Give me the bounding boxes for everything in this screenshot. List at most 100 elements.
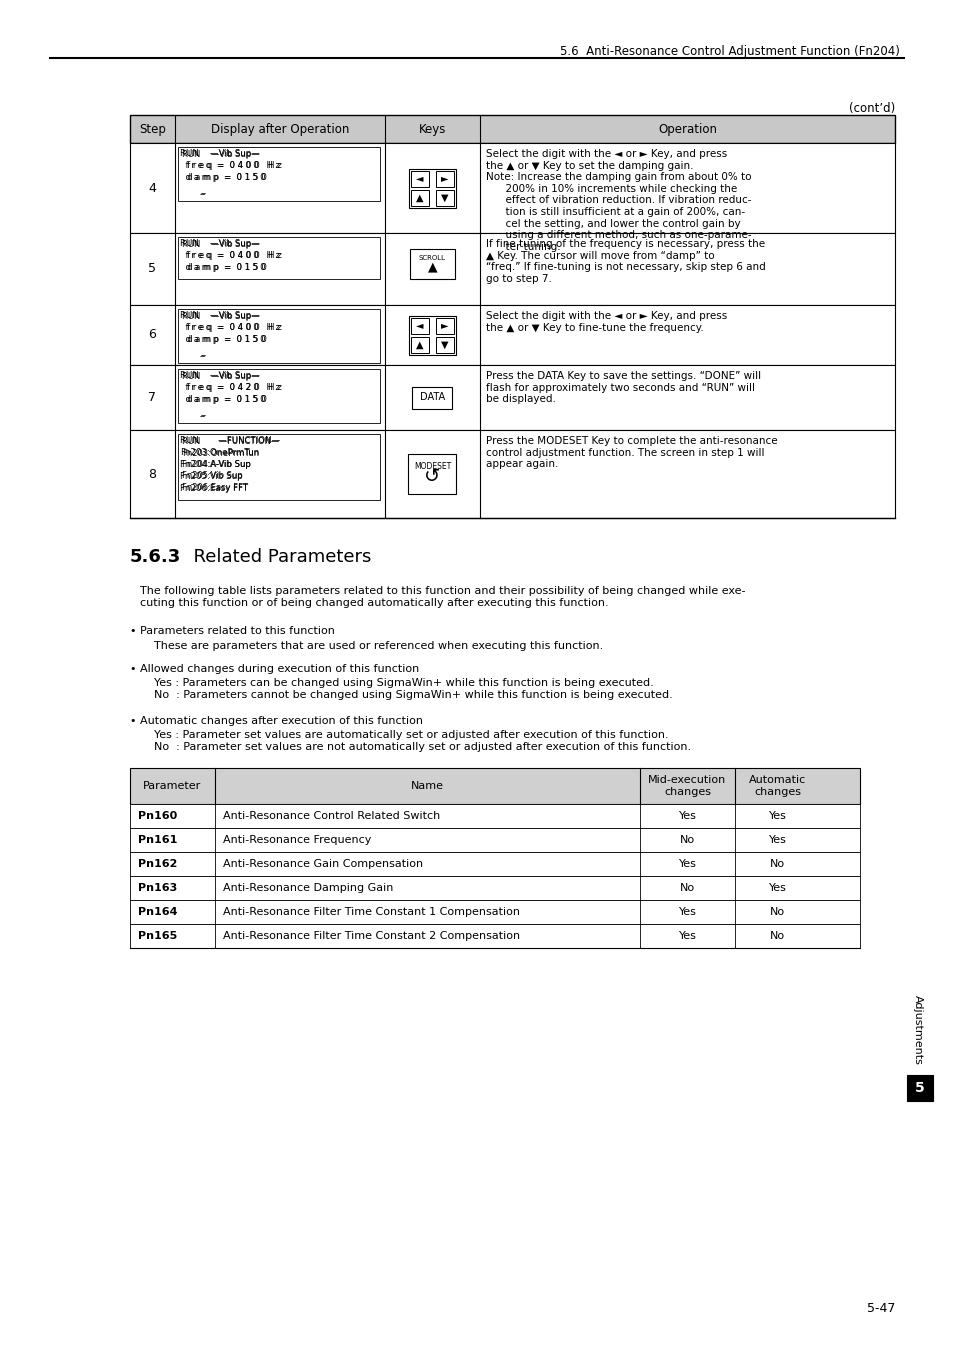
Text: RUN    —Vib Sup—: RUN —Vib Sup— [182,373,259,381]
Text: These are parameters that are used or referenced when executing this function.: These are parameters that are used or re… [140,641,602,651]
Text: ◄: ◄ [416,174,423,184]
Text: Display after Operation: Display after Operation [211,123,349,135]
Bar [411,317,429,333]
Bar [130,805,859,828]
Text: ̲: ̲ [182,185,206,193]
Text: Parameter: Parameter [143,782,201,791]
Bar [130,852,859,876]
Text: The following table lists parameters related to this function and their possibil: The following table lists parameters rel… [140,586,744,608]
Text: Yes: Yes [768,811,785,821]
Bar [178,309,379,363]
Text: f r e q  =  0 4 0 0   H z: f r e q = 0 4 0 0 H z [182,324,279,332]
Text: 5-47: 5-47 [865,1301,894,1315]
Text: ̲: ̲ [182,406,206,416]
Text: Anti-Resonance Control Related Switch: Anti-Resonance Control Related Switch [223,811,439,821]
Text: ̲: ̲ [180,347,205,356]
Text: Yes : Parameters can be changed using SigmaWin+ while this function is being exe: Yes : Parameters can be changed using Si… [140,678,672,699]
Text: ▼: ▼ [441,193,448,202]
Text: d a m p  =  0 1 5 0: d a m p = 0 1 5 0 [180,173,267,182]
Text: No: No [769,859,784,869]
Text: Related Parameters: Related Parameters [182,548,371,566]
Text: d a m p  =  0 1 5 0: d a m p = 0 1 5 0 [180,396,267,404]
Bar [130,234,894,305]
Text: If fine tuning of the frequency is necessary, press the
▲ Key. The cursor will m: If fine tuning of the frequency is neces… [485,239,765,284]
Text: RUN       —FUNCTION—: RUN —FUNCTION— [180,436,280,446]
Bar [409,169,456,208]
Text: Pn163: Pn163 [138,883,177,892]
Text: RUN    —Vib Sup—: RUN —Vib Sup— [180,239,259,248]
Bar [436,336,454,352]
Text: Yes: Yes [678,859,696,869]
Text: (cont’d): (cont’d) [848,103,894,115]
Text: Anti-Resonance Damping Gain: Anti-Resonance Damping Gain [223,883,393,892]
Bar [412,386,452,409]
Text: 7: 7 [149,392,156,404]
Text: Select the digit with the ◄ or ► Key, and press
the ▲ or ▼ Key to fine-tune the : Select the digit with the ◄ or ► Key, an… [485,310,726,332]
Text: Step: Step [139,123,166,135]
Text: Mid-execution
changes: Mid-execution changes [648,775,726,796]
Text: ◄: ◄ [416,320,423,331]
Bar [411,336,429,352]
Bar [178,369,379,423]
Bar [130,768,859,805]
Text: ►: ► [441,320,448,331]
Bar [436,189,454,205]
Text: f r e q  =  0 4 2 0   H z: f r e q = 0 4 2 0 H z [182,383,279,393]
Bar [410,248,455,279]
Text: RUN       —FUNCTION—: RUN —FUNCTION— [182,437,279,446]
Text: • Parameters related to this function: • Parameters related to this function [130,626,335,636]
Text: Anti-Resonance Gain Compensation: Anti-Resonance Gain Compensation [223,859,423,869]
Text: ►: ► [441,174,448,184]
Text: Pn161: Pn161 [138,836,177,845]
Text: RUN    —Vib Sup—: RUN —Vib Sup— [180,371,259,379]
Text: RUN    —Vib Sup—: RUN —Vib Sup— [182,150,259,159]
Text: RUN    —Vib Sup—: RUN —Vib Sup— [180,148,259,158]
Text: Press the MODESET Key to complete the anti-resonance
control adjustment function: Press the MODESET Key to complete the an… [485,436,777,470]
Bar [411,170,429,186]
Bar [408,454,456,494]
Text: 5: 5 [149,262,156,275]
Text: Anti-Resonance Frequency: Anti-Resonance Frequency [223,836,371,845]
Bar [130,900,859,923]
Text: Operation: Operation [658,123,717,135]
Bar [130,115,894,143]
Text: Automatic
changes: Automatic changes [748,775,805,796]
Text: Press the DATA Key to save the settings. “DONE” will
flash for approximately two: Press the DATA Key to save the settings.… [485,371,760,404]
Bar [436,170,454,186]
Text: f r e q  =  0 4 2 0   H z: f r e q = 0 4 2 0 H z [180,383,281,392]
Text: No: No [769,931,784,941]
Text: ̲: ̲ [180,406,205,416]
Bar [130,876,859,900]
Text: No: No [769,907,784,917]
Text: Anti-Resonance Filter Time Constant 2 Compensation: Anti-Resonance Filter Time Constant 2 Co… [223,931,519,941]
Text: • Allowed changes during execution of this function: • Allowed changes during execution of th… [130,664,418,674]
Text: Name: Name [411,782,443,791]
Text: d a m p  =  0 1 5 0: d a m p = 0 1 5 0 [182,396,265,404]
Text: Keys: Keys [418,123,446,135]
Text: ▼: ▼ [441,339,448,350]
Bar [130,143,894,234]
Text: d a m p  =  0 1 5 0: d a m p = 0 1 5 0 [180,335,267,344]
Text: Pn165: Pn165 [138,931,177,941]
Text: Fn205:Vib Sup: Fn205:Vib Sup [180,472,242,481]
Text: ▲: ▲ [416,193,423,202]
Text: f r e q  =  0 4 0 0   H z: f r e q = 0 4 0 0 H z [180,161,281,170]
Text: • Automatic changes after execution of this function: • Automatic changes after execution of t… [130,716,422,726]
Text: f r e q  =  0 4 0 0   H z: f r e q = 0 4 0 0 H z [182,162,279,170]
Bar [409,316,456,355]
Text: Yes: Yes [768,883,785,892]
Text: Fn203:OnePrmTun: Fn203:OnePrmTun [180,448,259,458]
Text: d a m p  =  0 1 5 0: d a m p = 0 1 5 0 [182,335,265,344]
Text: Fn206:Easy FFT: Fn206:Easy FFT [182,483,248,491]
Text: DATA: DATA [419,393,445,402]
Text: f r e q  =  0 4 0 0   H z: f r e q = 0 4 0 0 H z [182,251,279,261]
Text: f r e q  =  0 4 0 0   H z: f r e q = 0 4 0 0 H z [180,251,281,261]
Text: SCROLL: SCROLL [418,255,446,261]
Text: Pn164: Pn164 [138,907,177,917]
Text: Pn160: Pn160 [138,811,177,821]
Text: Fn203:OnePrmTun: Fn203:OnePrmTun [182,448,259,458]
Bar [178,147,379,201]
Text: No: No [679,883,695,892]
Bar [130,305,894,365]
Text: d a m p  =  0 1 5 0: d a m p = 0 1 5 0 [182,173,265,182]
